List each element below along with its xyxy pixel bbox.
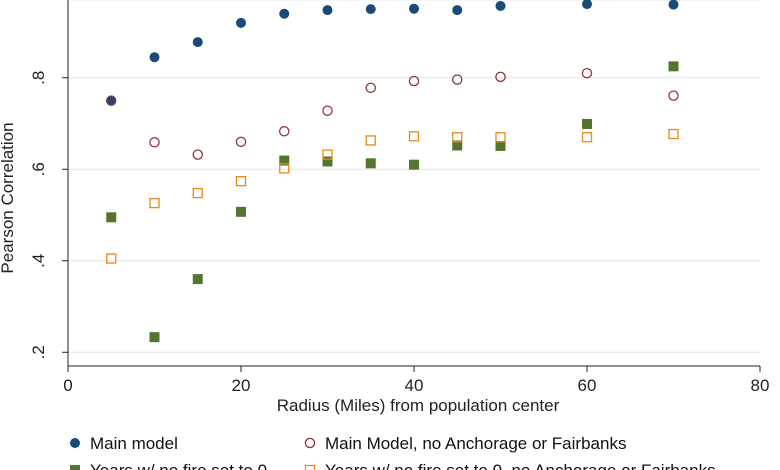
data-point: [106, 95, 117, 106]
data-point: [409, 159, 419, 170]
data-point: [668, 0, 679, 10]
data-point: [408, 131, 420, 142]
x-tick-label: 60: [578, 376, 597, 395]
data-point: [495, 0, 506, 11]
series-2: [106, 67, 679, 160]
data-point: [668, 61, 679, 72]
data-point: [106, 212, 117, 223]
x-axis-ticks: 0 20 40 60 80: [63, 366, 769, 395]
data-point: [495, 132, 506, 143]
x-axis-title: Radius (Miles) from population center: [277, 396, 560, 415]
axes: [67, 0, 760, 367]
data-point: [149, 52, 160, 63]
x-tick-label: 0: [63, 376, 72, 395]
data-point: [192, 149, 203, 160]
data-point: [365, 158, 376, 169]
legend-marker: [304, 464, 316, 470]
data-point: [495, 140, 506, 151]
data-point: [149, 332, 160, 343]
legend-label: Years w/ no fire set to 0: [90, 461, 267, 470]
legend-item: Years w/ no fire set to 0, no Anchorage …: [304, 461, 716, 470]
data-point: [192, 187, 203, 199]
data-point: [236, 206, 246, 217]
data-point: [279, 163, 290, 174]
data-point: [149, 137, 160, 148]
data-point: [322, 105, 333, 116]
y-tick-label: .6: [29, 162, 48, 176]
legend-item: Main Model, no Anchorage or Fairbanks: [304, 434, 626, 453]
legend-label: Main Model, no Anchorage or Fairbanks: [325, 434, 626, 453]
x-tick-label: 20: [232, 376, 251, 395]
data-point: [582, 0, 592, 10]
data-point: [322, 5, 333, 16]
data-point: [149, 197, 160, 209]
y-tick-label: .4: [29, 254, 48, 268]
x-tick-label: 80: [751, 376, 770, 395]
data-point: [668, 128, 679, 140]
series-3: [106, 61, 679, 343]
data-point: [408, 75, 420, 87]
data-point: [279, 155, 290, 166]
data-point: [451, 74, 463, 85]
data-point: [106, 95, 117, 106]
legend-label: Main model: [90, 434, 178, 453]
gridlines: [68, 77, 760, 353]
data-point: [106, 253, 117, 264]
legend-marker: [304, 437, 316, 449]
data-points: [106, 0, 679, 343]
legend: Main model Main Model, no Anchorage or Fa…: [70, 434, 716, 470]
data-point: [409, 3, 419, 14]
legend-marker: [70, 465, 80, 470]
legend-item: Main model: [70, 434, 178, 453]
y-axis-title: Pearson Correlation: [0, 122, 17, 273]
series-4: [106, 128, 679, 264]
data-point: [495, 71, 506, 83]
series-1: [106, 0, 679, 106]
data-point: [581, 132, 593, 143]
data-point: [365, 82, 376, 94]
x-tick-label: 40: [405, 376, 424, 395]
data-point: [278, 126, 290, 137]
data-point: [668, 90, 679, 101]
y-tick-label: .2: [29, 345, 48, 359]
y-axis-ticks: .2 .4 .6 .8: [29, 71, 68, 359]
data-point: [322, 156, 333, 167]
legend-item: Years w/ no fire set to 0: [70, 461, 267, 470]
legend-label: Years w/ no fire set to 0, no Anchorage …: [325, 461, 716, 470]
data-point: [192, 37, 203, 48]
data-point: [452, 5, 463, 16]
data-point: [236, 17, 246, 28]
data-point: [452, 132, 463, 143]
data-point: [582, 118, 592, 129]
data-point: [365, 4, 376, 15]
y-tick-label: .8: [29, 71, 48, 85]
data-point: [581, 67, 593, 79]
data-point: [235, 136, 247, 148]
data-point: [279, 8, 290, 19]
data-point: [365, 135, 376, 146]
data-point: [192, 274, 203, 285]
data-point: [322, 149, 333, 160]
data-point: [235, 176, 247, 187]
legend-marker: [70, 438, 80, 448]
data-point: [452, 140, 463, 151]
